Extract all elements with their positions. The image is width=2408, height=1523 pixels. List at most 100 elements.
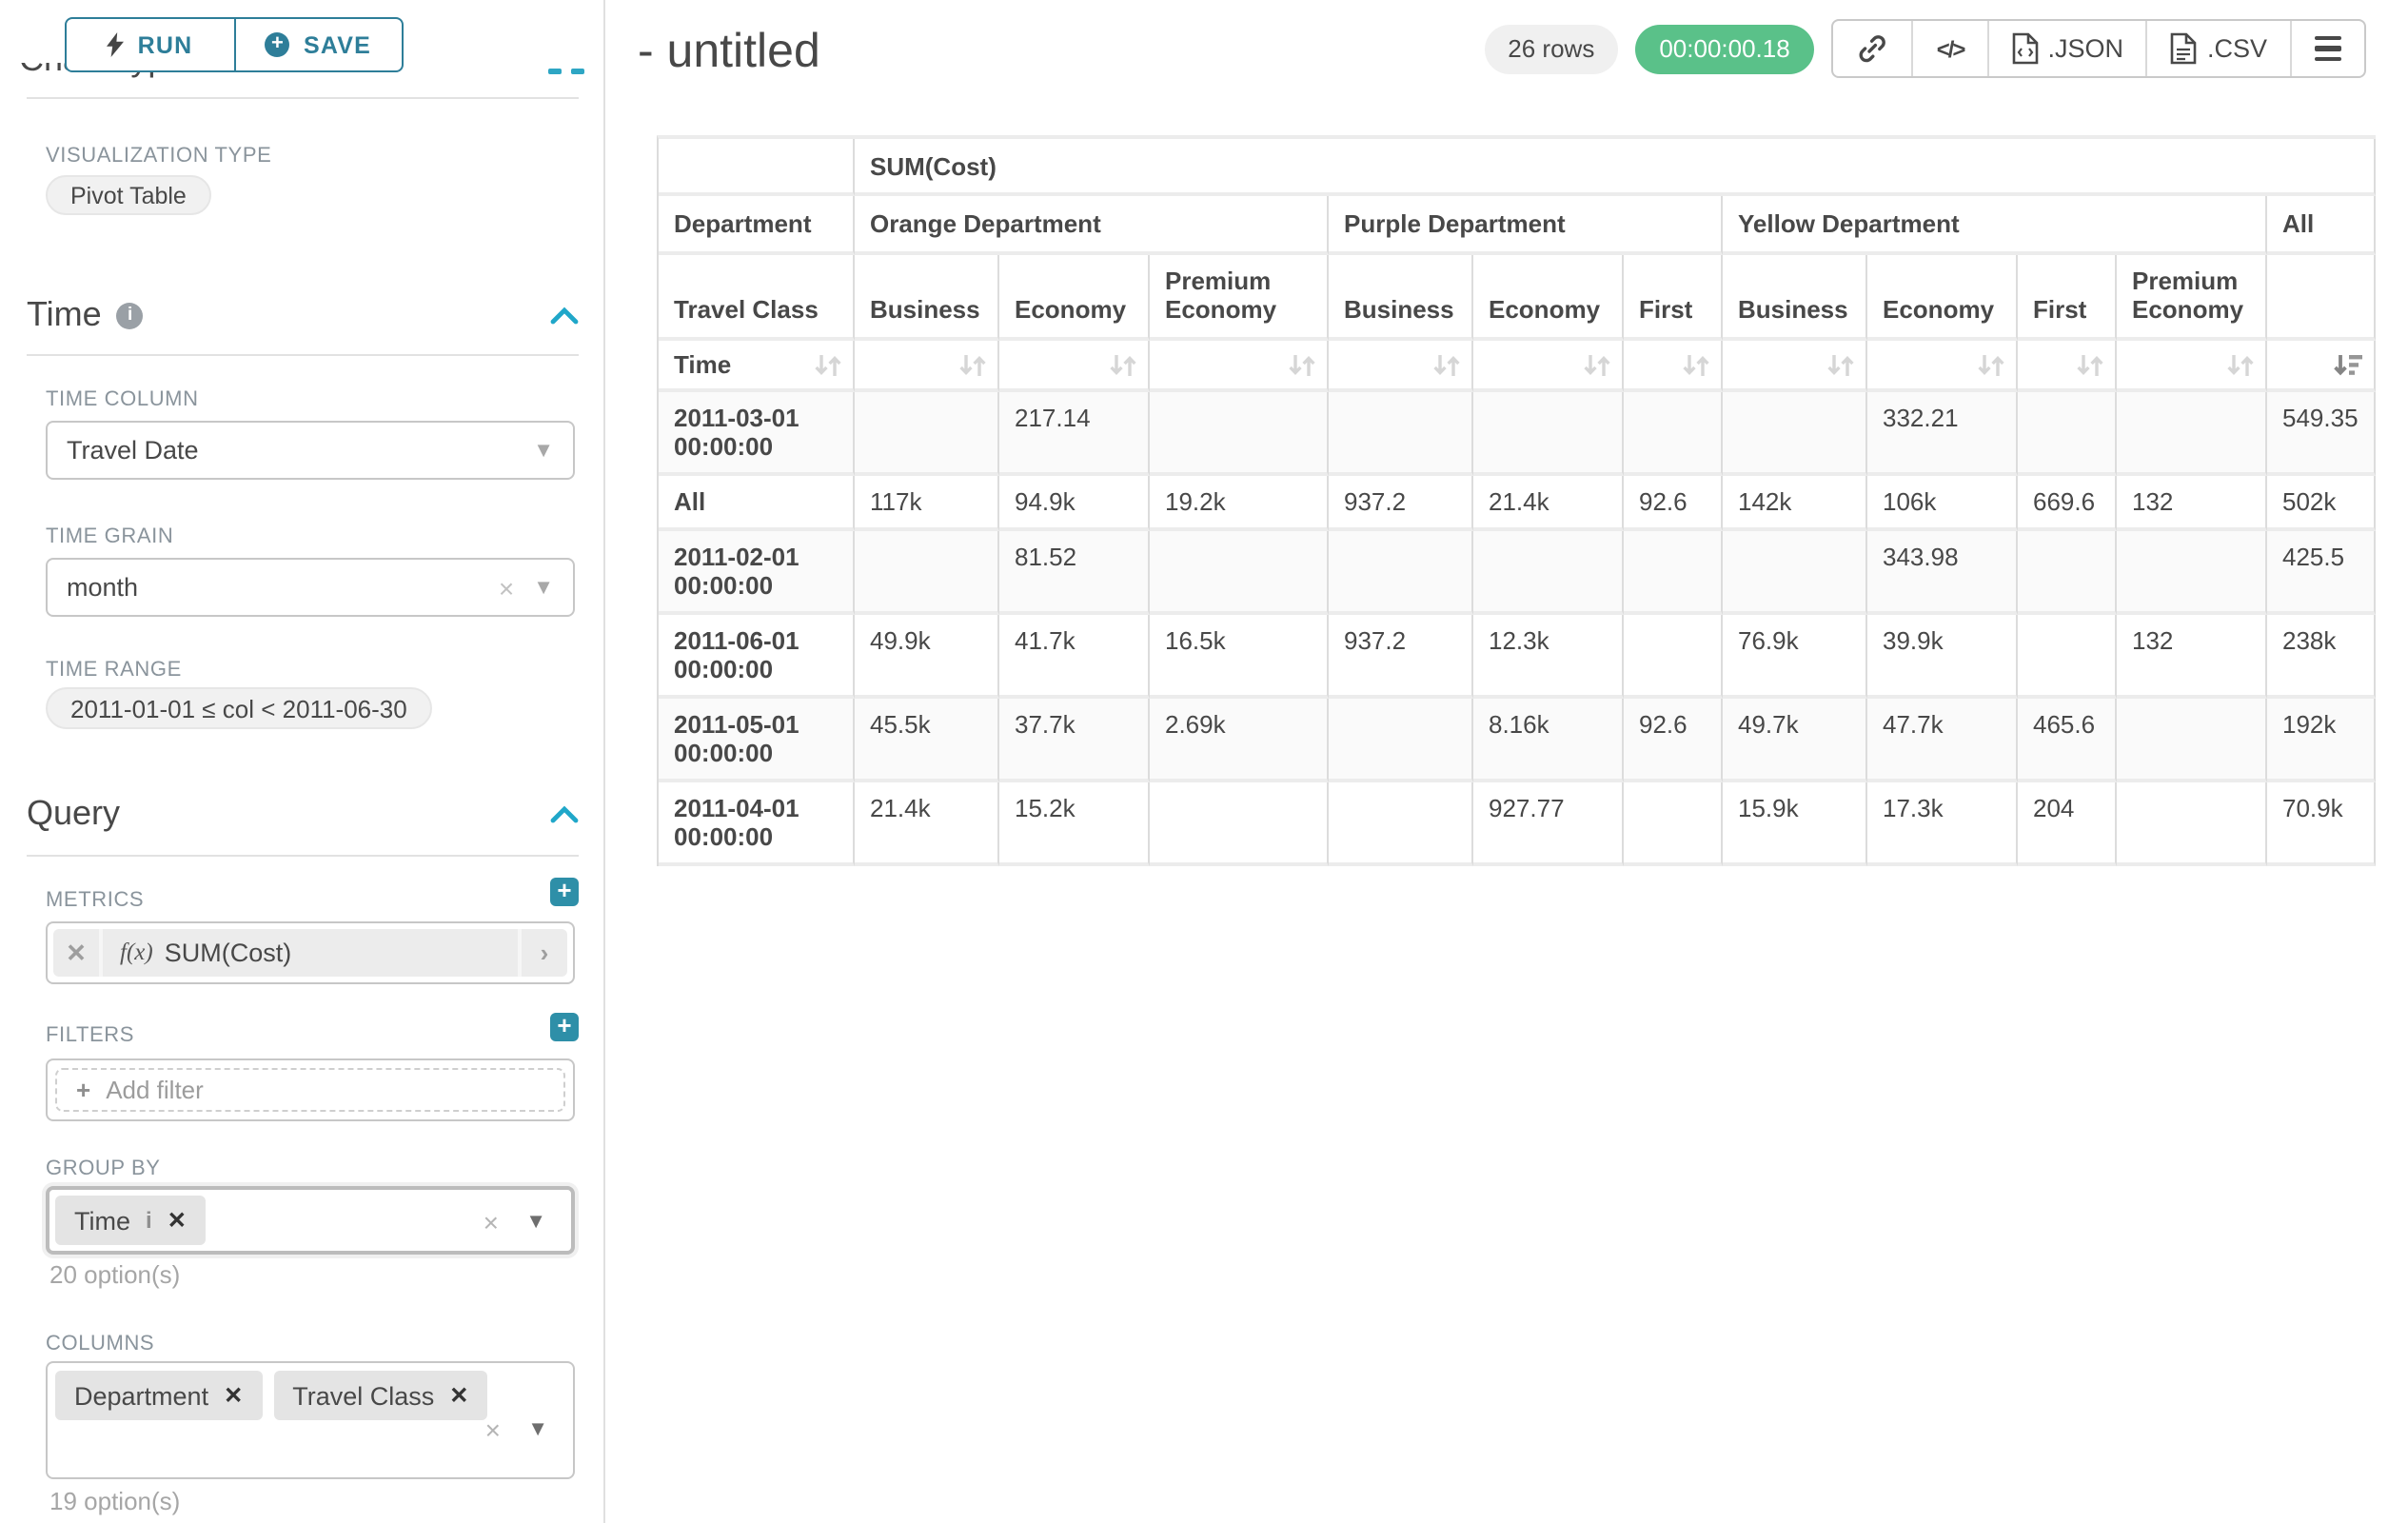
pivot-value-cell: 70.9k xyxy=(2267,782,2376,866)
pivot-value-cell xyxy=(1150,392,1329,476)
pivot-value-cell: 132 xyxy=(2117,615,2267,699)
info-icon[interactable]: i xyxy=(146,1207,152,1234)
selected-option-tag[interactable]: Time i ✕ xyxy=(55,1196,206,1245)
pivot-value-cell xyxy=(1329,699,1473,782)
visualization-type-label: VISUALIZATION TYPE xyxy=(46,145,272,168)
add-filter-plus-button[interactable]: + xyxy=(550,1012,579,1041)
remove-tag-icon[interactable]: ✕ xyxy=(449,1382,469,1409)
embed-code-button[interactable]: </> xyxy=(1911,21,1987,76)
pivot-row-header: 2011-06-01 00:00:00 xyxy=(659,615,855,699)
share-link-button[interactable] xyxy=(1834,21,1912,76)
add-metric-button[interactable]: + xyxy=(550,877,579,906)
chevron-right-icon[interactable]: › xyxy=(518,929,567,977)
visualization-type-pill[interactable]: Pivot Table xyxy=(46,175,211,215)
pivot-sort-cell[interactable] xyxy=(855,341,999,392)
save-button-label: SAVE xyxy=(303,31,371,58)
pivot-sort-cell[interactable] xyxy=(1473,341,1624,392)
sort-icon[interactable] xyxy=(2225,352,2256,379)
metric-pill[interactable]: ✕ f(x) SUM(Cost) › xyxy=(53,929,567,977)
pivot-value-cell: 16.5k xyxy=(1150,615,1329,699)
pivot-sort-cell[interactable] xyxy=(1624,341,1723,392)
pivot-sort-cell[interactable] xyxy=(2018,341,2117,392)
pivot-department-header: Yellow Department xyxy=(1723,196,2267,255)
sort-icon[interactable] xyxy=(1287,352,1317,379)
menu-button[interactable] xyxy=(2290,21,2364,76)
sort-icon[interactable] xyxy=(1976,352,2006,379)
pivot-value-cell xyxy=(855,392,999,476)
selected-option-tag[interactable]: Travel Class ✕ xyxy=(273,1371,488,1420)
chevron-down-icon[interactable]: ▼ xyxy=(527,1418,548,1441)
pivot-time-header[interactable]: Time xyxy=(659,341,855,392)
time-column-select[interactable]: Travel Date ▼ xyxy=(46,421,575,480)
chevron-down-icon[interactable]: ▼ xyxy=(525,1211,546,1234)
info-icon[interactable]: i xyxy=(116,302,144,328)
query-timer-badge: 00:00:00.18 xyxy=(1634,24,1815,73)
time-range-pill[interactable]: 2011-01-01 ≤ col < 2011-06-30 xyxy=(46,687,432,729)
sort-icon[interactable] xyxy=(813,352,843,379)
time-grain-value: month xyxy=(67,573,139,602)
clear-icon[interactable]: × xyxy=(484,1414,501,1445)
pivot-sort-cell[interactable] xyxy=(1150,341,1329,392)
sort-icon[interactable] xyxy=(1582,352,1612,379)
pivot-department-header: Orange Department xyxy=(855,196,1329,255)
chart-title[interactable]: - untitled xyxy=(638,25,820,78)
remove-tag-icon[interactable]: ✕ xyxy=(167,1207,187,1234)
chevron-up-icon[interactable] xyxy=(550,306,579,325)
clear-icon[interactable]: × xyxy=(498,572,515,603)
pivot-value-cell: 217.14 xyxy=(999,392,1150,476)
export-json-button[interactable]: .JSON xyxy=(1986,21,2146,76)
sort-icon[interactable] xyxy=(1431,352,1462,379)
pivot-sort-cell[interactable] xyxy=(999,341,1150,392)
time-range-label: TIME RANGE xyxy=(46,659,182,682)
sort-icon[interactable] xyxy=(1826,352,1856,379)
sort-icon[interactable] xyxy=(2075,352,2105,379)
pivot-value-cell xyxy=(1723,531,1867,615)
section-divider xyxy=(27,354,579,356)
remove-metric-icon[interactable]: ✕ xyxy=(53,929,103,977)
pivot-value-cell: 549.35 xyxy=(2267,392,2376,476)
pivot-sort-cell[interactable] xyxy=(2117,341,2267,392)
pivot-value-cell: 669.6 xyxy=(2018,476,2117,531)
sort-icon[interactable] xyxy=(1108,352,1138,379)
pivot-value-cell: 927.77 xyxy=(1473,782,1624,866)
pivot-value-cell xyxy=(1473,392,1624,476)
pivot-class-header: Business xyxy=(1329,255,1473,341)
pivot-value-cell: 117k xyxy=(855,476,999,531)
chart-panel: - untitled 26 rows 00:00:00.18 </> xyxy=(605,0,2408,1523)
columns-select[interactable]: Department ✕ Travel Class ✕ × ▼ xyxy=(46,1361,575,1479)
pivot-value-cell xyxy=(2018,531,2117,615)
pivot-value-cell: 132 xyxy=(2117,476,2267,531)
run-button-label: RUN xyxy=(137,31,193,58)
pivot-value-cell: 204 xyxy=(2018,782,2117,866)
pivot-row-header: 2011-04-01 00:00:00 xyxy=(659,782,855,866)
export-csv-button[interactable]: .CSV xyxy=(2145,21,2290,76)
run-button[interactable]: RUN xyxy=(67,19,233,70)
pivot-class-header: Economy xyxy=(1473,255,1624,341)
clear-icon[interactable]: × xyxy=(483,1207,499,1237)
pivot-sort-cell[interactable] xyxy=(1329,341,1473,392)
remove-tag-icon[interactable]: ✕ xyxy=(224,1382,244,1409)
export-json-label: .JSON xyxy=(2047,34,2123,63)
pivot-corner-cell xyxy=(659,139,855,196)
code-icon: </> xyxy=(1936,35,1966,62)
group-by-select[interactable]: Time i ✕ × ▼ xyxy=(46,1186,575,1255)
pivot-sort-cell[interactable] xyxy=(1867,341,2018,392)
sort-icon[interactable] xyxy=(957,352,988,379)
selected-option-tag[interactable]: Department ✕ xyxy=(55,1371,263,1420)
pivot-sort-cell[interactable] xyxy=(2267,341,2376,392)
chevron-up-icon[interactable] xyxy=(550,804,579,823)
save-button[interactable]: + SAVE xyxy=(233,19,402,70)
pivot-class-header: First xyxy=(2018,255,2117,341)
sort-desc-active-icon[interactable] xyxy=(2332,352,2364,379)
sort-icon[interactable] xyxy=(1681,352,1711,379)
time-section-header: Time i xyxy=(27,295,579,335)
pivot-value-cell xyxy=(2018,615,2117,699)
add-filter-button[interactable]: + Add filter xyxy=(55,1068,565,1112)
pivot-value-cell: 76.9k xyxy=(1723,615,1867,699)
time-grain-select[interactable]: month × ▼ xyxy=(46,558,575,617)
pivot-row-header: 2011-03-01 00:00:00 xyxy=(659,392,855,476)
pivot-class-header: Business xyxy=(855,255,999,341)
pivot-data-row: 2011-04-01 00:00:00 21.4k 15.2k 927.77 15.9k… xyxy=(659,782,2376,866)
pivot-sort-cell[interactable] xyxy=(1723,341,1867,392)
pivot-value-cell: 332.21 xyxy=(1867,392,2018,476)
